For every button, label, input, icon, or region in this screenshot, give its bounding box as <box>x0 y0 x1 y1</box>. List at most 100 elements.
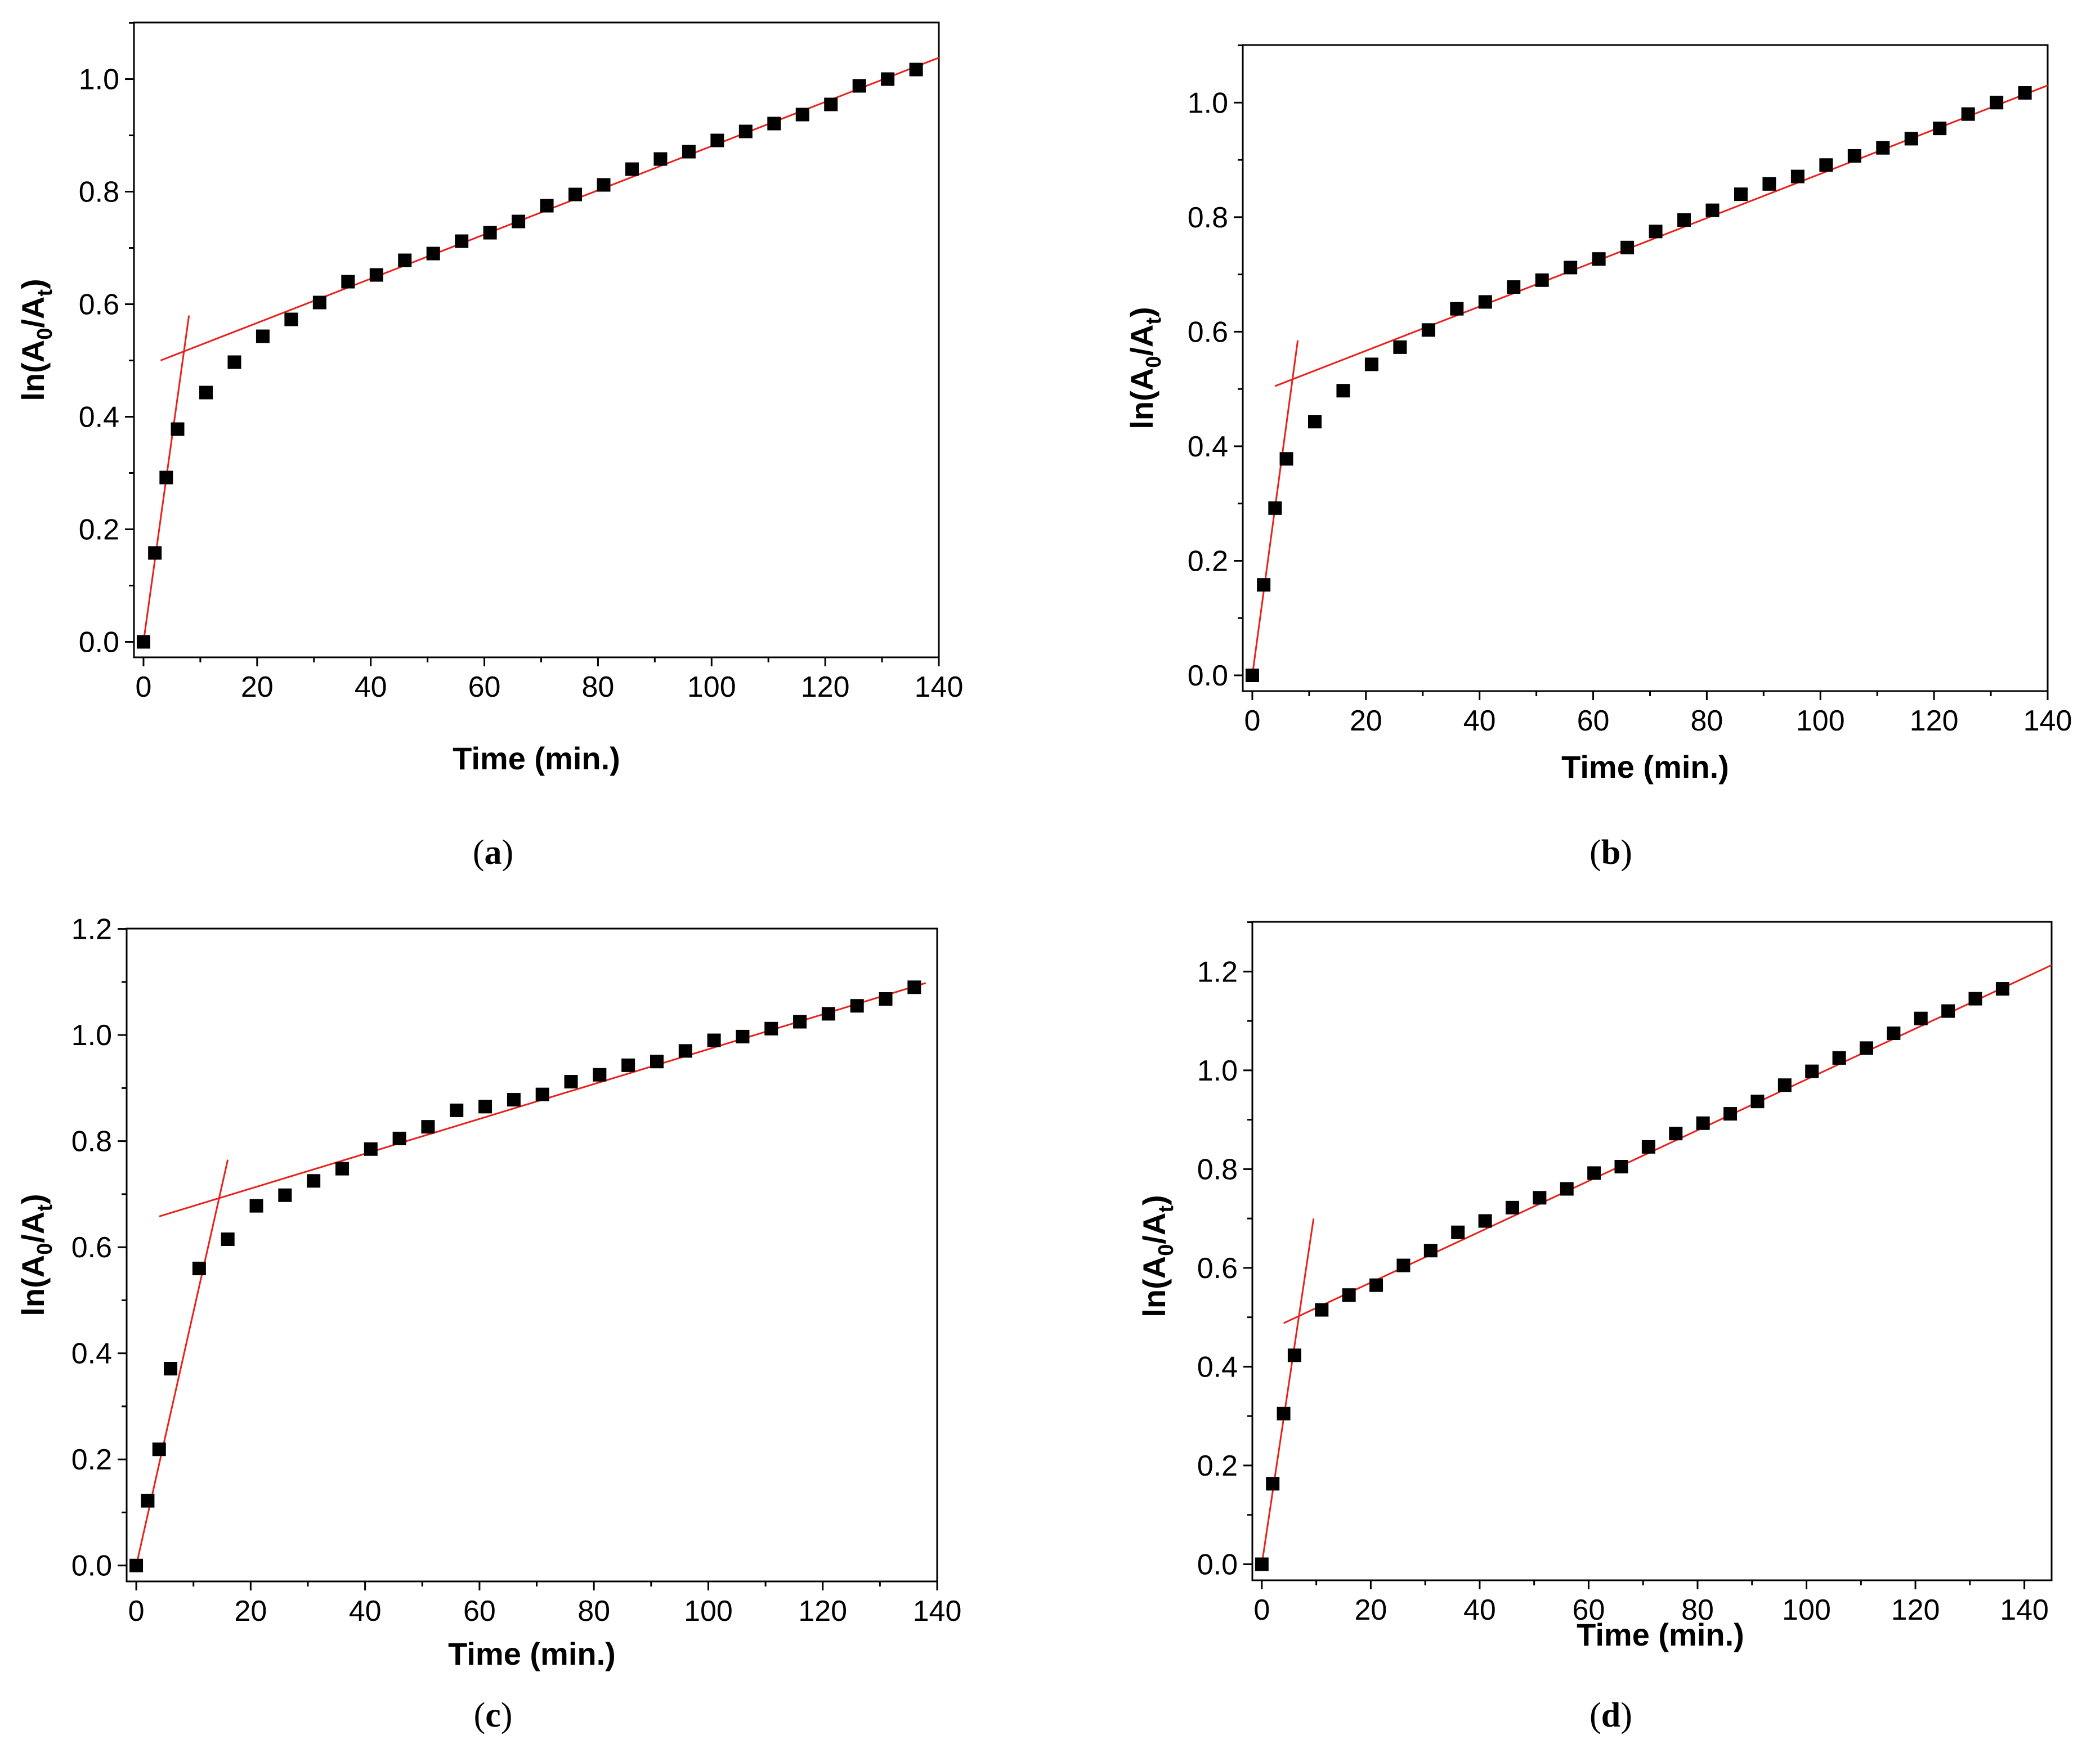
x-tick-label: 60 <box>463 1595 496 1628</box>
x-tick-marks <box>1251 691 2049 700</box>
plot-frame <box>1251 921 2053 1581</box>
y-tick-labels: 0.0 0.2 0.4 0.6 0.8 1.0 <box>79 64 119 659</box>
data-point <box>1790 169 1805 183</box>
data-point <box>1876 141 1890 155</box>
y-tick-marks <box>125 22 134 643</box>
data-point <box>455 234 469 248</box>
y-axis-title: ln(A0/At) <box>15 1194 57 1316</box>
x-tick-label: 40 <box>1463 705 1496 737</box>
x-tick-labels: 0 20 40 60 80 100 120 140 <box>128 1595 962 1628</box>
x-tick-label: 100 <box>687 671 736 703</box>
data-point <box>129 1558 144 1572</box>
data-point <box>249 1199 263 1213</box>
x-tick-label: 100 <box>1782 1594 1831 1626</box>
data-point <box>369 268 383 282</box>
y-tick-label: 0.8 <box>1197 1153 1238 1186</box>
y-tick-marks <box>1234 44 1243 676</box>
x-tick-label: 20 <box>234 1595 267 1628</box>
data-point <box>171 422 185 436</box>
y-tick-label: 1.0 <box>79 64 119 96</box>
data-point <box>1421 323 1435 337</box>
data-point <box>1750 1095 1765 1109</box>
data-point <box>1507 280 1521 294</box>
data-point <box>767 116 781 131</box>
x-tick-label: 140 <box>2000 1594 2049 1626</box>
panel-b: 0 20 40 60 80 100 120 140 0.0 0.2 0.4 0.6 0.8 1.0 Ti… <box>1124 44 2072 872</box>
data-point <box>1677 213 1691 227</box>
data-point <box>1805 1064 1819 1078</box>
data-point <box>621 1058 635 1072</box>
data-point <box>1904 132 1918 146</box>
data-point <box>1705 203 1720 217</box>
data-point <box>1564 261 1578 275</box>
y-tick-label: 0.6 <box>1188 316 1228 348</box>
panel-d: 0 20 40 60 80 100 120 140 0.0 0.2 0.4 0.6 0.8 1.0 1.2… <box>1136 921 2053 1734</box>
data-point <box>1451 1225 1465 1239</box>
data-point <box>852 79 866 93</box>
y-tick-label: 1.2 <box>71 913 112 946</box>
x-tick-label: 20 <box>241 671 274 703</box>
data-point <box>398 253 412 267</box>
y-tick-label: 0.2 <box>1188 545 1228 577</box>
data-points <box>1245 86 2032 683</box>
x-tick-label: 20 <box>1354 1594 1387 1626</box>
data-point <box>738 124 753 138</box>
data-point <box>564 1075 578 1089</box>
x-tick-label: 140 <box>915 671 964 703</box>
x-axis-title: Time (min.) <box>453 741 620 776</box>
x-tick-label: 80 <box>581 671 614 703</box>
data-point <box>850 999 864 1013</box>
y-tick-label: 0.2 <box>71 1444 112 1476</box>
x-tick-label: 120 <box>1891 1594 1940 1626</box>
data-point <box>478 1100 492 1114</box>
x-tick-marks <box>142 657 940 666</box>
data-point <box>1859 1041 1873 1055</box>
x-tick-label: 120 <box>798 1595 847 1628</box>
data-point <box>284 312 298 326</box>
y-tick-marks <box>1243 921 1252 1565</box>
x-tick-label: 40 <box>349 1595 382 1628</box>
x-tick-marks <box>135 1581 938 1590</box>
y-tick-label: 0.8 <box>1188 201 1228 234</box>
data-point <box>152 1442 166 1456</box>
data-point <box>307 1174 321 1188</box>
data-point <box>512 214 526 228</box>
data-point <box>1255 1557 1269 1571</box>
y-tick-marks <box>118 928 127 1567</box>
y-tick-label: 0.4 <box>79 401 119 434</box>
data-point <box>2018 86 2032 100</box>
data-point <box>1369 1278 1383 1292</box>
y-tick-label: 0.6 <box>79 289 119 321</box>
data-point <box>1614 1159 1628 1173</box>
data-point <box>1777 1078 1792 1092</box>
data-point <box>1990 96 2004 110</box>
data-point <box>159 470 173 485</box>
y-tick-label: 0.8 <box>79 176 119 209</box>
data-point <box>141 1494 155 1508</box>
y-tick-label: 0.2 <box>79 514 119 546</box>
y-tick-labels: 0.0 0.2 0.4 0.6 0.8 1.0 1.2 <box>71 913 112 1583</box>
data-point <box>1968 992 1982 1006</box>
x-tick-label: 80 <box>1690 705 1723 737</box>
data-point <box>764 1021 778 1036</box>
data-point <box>568 187 583 201</box>
y-tick-label: 0.2 <box>1197 1450 1238 1482</box>
y-tick-label: 0.0 <box>71 1550 112 1583</box>
fit-lines <box>142 57 939 642</box>
data-point <box>707 1033 721 1047</box>
x-tick-label: 0 <box>135 671 151 703</box>
data-point <box>256 329 270 343</box>
data-point <box>221 1232 235 1247</box>
plot-frame <box>133 21 940 658</box>
y-tick-label: 1.2 <box>1197 956 1238 988</box>
data-point <box>653 152 668 166</box>
data-point <box>1287 1348 1301 1362</box>
data-point <box>909 62 923 77</box>
data-point <box>1723 1107 1738 1121</box>
data-point <box>795 107 809 122</box>
data-point <box>450 1103 464 1117</box>
data-point <box>136 635 150 649</box>
y-tick-label: 0.6 <box>1197 1252 1238 1285</box>
data-point <box>879 992 893 1006</box>
data-point <box>1961 107 1975 121</box>
